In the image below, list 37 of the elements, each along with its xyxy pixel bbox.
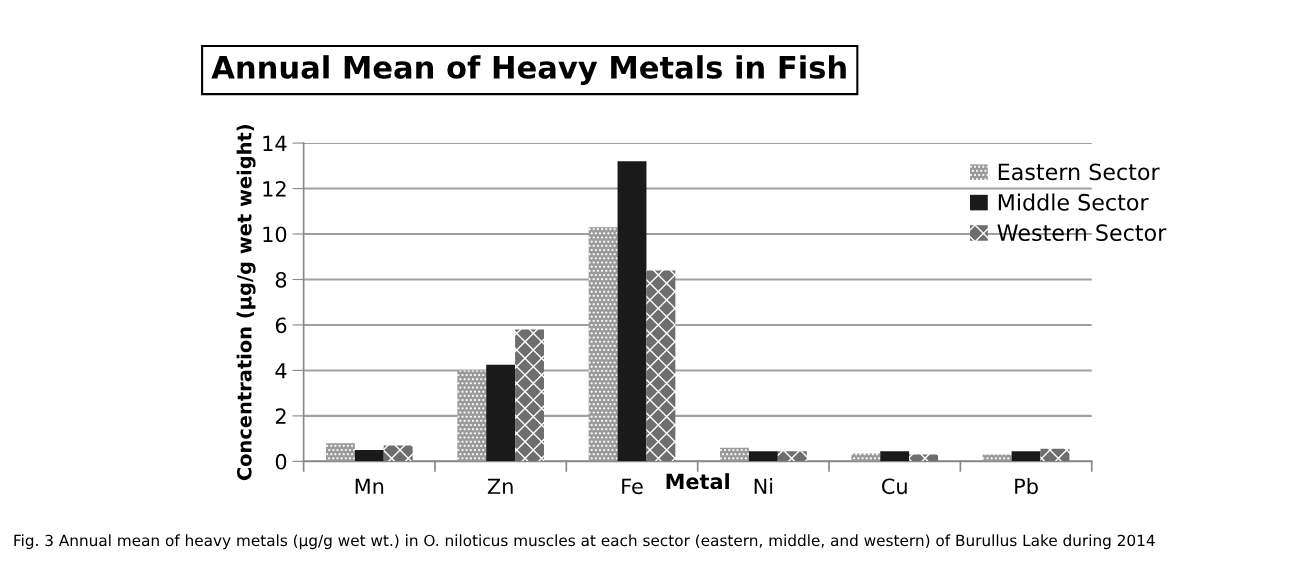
y-tick-label: 4 — [275, 363, 287, 379]
x-tick-label: Mn — [355, 478, 384, 494]
bar — [720, 447, 749, 462]
y-tick-label: 8 — [275, 271, 287, 288]
y-tick-label: 12 — [263, 181, 286, 197]
bar — [486, 364, 516, 462]
bar — [588, 227, 618, 462]
legend-label: Western Sector — [997, 224, 1167, 242]
bar — [325, 443, 355, 462]
caption: Fig. 3 Annual mean of heavy metals (µg/g wet wt.) in O. niloticus muscles at each sector (eastern, middle, and western) of Burullus Lake during 2014 — [14, 534, 1155, 550]
y-axis-title: Concentration (µg/g wet weight) — [236, 124, 256, 481]
y-tick-label: 2 — [275, 408, 286, 424]
x-axis-title: Metal — [666, 473, 729, 490]
x-tick-label: Cu — [882, 478, 907, 495]
bar — [1011, 451, 1041, 462]
x-tick-label: Fe — [622, 478, 643, 495]
bar — [851, 453, 881, 462]
x-tick-label: Ni — [754, 478, 773, 494]
y-tick-label: 0 — [275, 453, 287, 470]
bar — [383, 445, 413, 462]
x-tick-label: Pb — [1015, 478, 1038, 495]
y-tick-label: 6 — [275, 317, 287, 334]
bar — [646, 270, 676, 462]
legend-label: Middle Sector — [998, 193, 1149, 211]
bar — [515, 329, 544, 462]
bar — [748, 451, 778, 462]
y-tick-label: 10 — [263, 226, 287, 243]
chart-title: Annual Mean of Heavy Metals in Fish — [211, 55, 846, 85]
bar — [617, 161, 647, 462]
bar — [880, 451, 910, 462]
bar — [354, 449, 384, 462]
bar — [457, 370, 487, 462]
y-tick-label: 14 — [263, 135, 287, 151]
bar — [777, 451, 807, 462]
legend-label: Eastern Sector — [998, 163, 1160, 181]
x-tick-label: Zn — [487, 478, 513, 494]
bar — [1040, 448, 1070, 462]
